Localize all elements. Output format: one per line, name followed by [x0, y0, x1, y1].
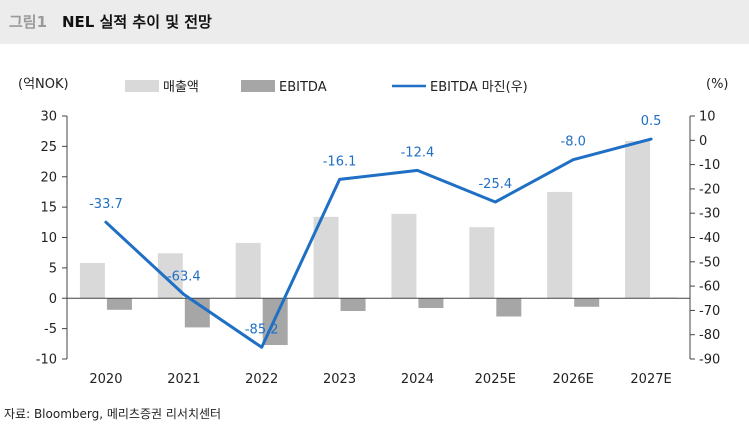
- ebitda-bar: [574, 298, 600, 307]
- margin-data-label: -63.4: [167, 269, 201, 284]
- revenue-bar: [547, 191, 573, 299]
- source-note: 자료: Bloomberg, 메리츠증권 리서치센터: [4, 407, 222, 421]
- legend-swatch-revenue: [125, 80, 159, 92]
- margin-data-label: -25.4: [478, 177, 512, 192]
- right-tick-label: -30: [699, 207, 720, 222]
- x-tick-label: 2023: [323, 372, 356, 387]
- margin-data-label: -8.0: [561, 135, 586, 150]
- ebitda-bar: [418, 298, 444, 308]
- right-tick-label: 10: [699, 110, 716, 125]
- right-axis-unit: (%): [706, 77, 729, 92]
- left-tick-label: 5: [49, 261, 57, 276]
- title-bar: 그림1 NEL 실적 추이 및 전망: [0, 0, 749, 44]
- ebitda-bar: [496, 298, 522, 317]
- ebitda-margin-line: [104, 137, 653, 349]
- right-tick-label: -60: [699, 280, 720, 295]
- revenue-bar: [625, 140, 651, 299]
- legend-label-margin: EBITDA 마진(우): [430, 80, 528, 95]
- right-tick-label: -80: [699, 328, 720, 343]
- margin-data-label: -16.1: [323, 154, 357, 169]
- right-tick-label: 0: [699, 134, 707, 149]
- data-labels: -33.7 -63.4 -85.2 -16.1 -12.4 -25.4 -8.0 0.5: [89, 114, 661, 337]
- revenue-bar: [313, 216, 339, 299]
- margin-data-label: -12.4: [401, 145, 435, 160]
- right-tick-label: -10: [699, 158, 720, 173]
- right-tick-label: -20: [699, 182, 720, 197]
- axes: -10-5051015202530-90-80-70-60-50-40-30-2…: [36, 110, 720, 368]
- chart-title: NEL 실적 추이 및 전망: [62, 13, 212, 31]
- left-axis-unit: (억NOK): [18, 77, 69, 92]
- left-tick-label: 30: [40, 110, 57, 125]
- revenue-bars: [79, 140, 651, 299]
- legend: 매출액 EBITDA EBITDA 마진(우): [125, 80, 528, 95]
- revenue-bar: [469, 227, 495, 299]
- right-tick-label: -90: [699, 353, 720, 368]
- left-tick-label: -10: [36, 353, 57, 368]
- margin-data-label: -33.7: [89, 197, 123, 212]
- x-tick-label: 2020: [89, 372, 122, 387]
- left-tick-label: 0: [49, 292, 57, 307]
- right-tick-label: -70: [699, 304, 720, 319]
- ebitda-bar: [106, 298, 132, 310]
- legend-label-revenue: 매출액: [163, 80, 199, 95]
- x-tick-label: 2026E: [553, 372, 594, 387]
- legend-swatch-ebitda: [241, 80, 275, 92]
- right-tick-label: -50: [699, 255, 720, 270]
- x-axis-ticks: 2020 2021 2022 2023 2024 2025E 2026E 2027E: [89, 372, 671, 387]
- revenue-bar: [391, 213, 417, 299]
- left-tick-label: -5: [44, 322, 57, 337]
- right-tick-label: -40: [699, 231, 720, 246]
- x-tick-label: 2027E: [630, 372, 671, 387]
- margin-series-line: [104, 137, 653, 349]
- margin-data-label: 0.5: [641, 114, 662, 129]
- ebitda-bars: [106, 297, 678, 346]
- x-tick-label: 2025E: [475, 372, 516, 387]
- revenue-bar: [79, 263, 105, 299]
- x-tick-label: 2021: [167, 372, 200, 387]
- left-tick-label: 20: [40, 170, 57, 185]
- revenue-bar: [235, 242, 261, 299]
- left-tick-label: 25: [40, 140, 57, 155]
- left-tick-label: 15: [40, 201, 57, 216]
- margin-data-label: -85.2: [245, 322, 279, 337]
- x-tick-label: 2022: [245, 372, 278, 387]
- figure-label: 그림1: [9, 13, 48, 31]
- ebitda-bar: [340, 298, 366, 312]
- left-tick-label: 10: [40, 231, 57, 246]
- chart: 매출액 EBITDA EBITDA 마진(우) (억NOK) (%) -10 -5…: [18, 77, 729, 387]
- legend-label-ebitda: EBITDA: [279, 80, 327, 95]
- x-tick-label: 2024: [401, 372, 434, 387]
